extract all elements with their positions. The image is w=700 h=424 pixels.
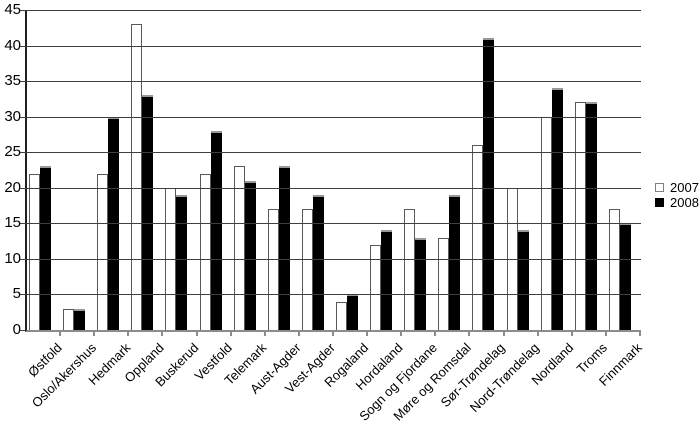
bar-2007 — [336, 301, 348, 330]
bar-2008 — [74, 308, 86, 330]
legend-swatch-2008 — [655, 198, 664, 207]
bar-2008 — [210, 130, 222, 330]
bar-2008 — [483, 38, 495, 330]
legend-label-2007: 2007 — [670, 180, 699, 195]
category-group-10: Rogaland — [322, 10, 372, 390]
category-group-16: Nordland — [528, 10, 576, 388]
legend-label-2008: 2008 — [670, 195, 699, 210]
y-axis-label: 30 — [4, 107, 21, 125]
bar-2008 — [40, 166, 52, 330]
plot-groups: Østfold Oslo/Akershus Hedmark Oppland Busker… — [25, 10, 645, 424]
bar-2007 — [574, 102, 586, 330]
bar-2007 — [131, 24, 143, 330]
bar-2007 — [267, 209, 279, 330]
bar-2008 — [176, 194, 188, 330]
bar-2008 — [108, 116, 120, 330]
category-group-6: Vestfold — [192, 10, 235, 383]
legend-swatch-2007 — [655, 183, 664, 192]
category-group-14: Sør-Trøndelag — [438, 10, 508, 410]
y-axis-tick — [20, 330, 27, 331]
category-group-1: Østfold — [25, 10, 65, 380]
y-axis-label: 5 — [12, 285, 21, 303]
bar-2007 — [199, 173, 211, 330]
bar-2007 — [472, 145, 484, 330]
gridline — [20, 223, 641, 225]
category-group-2: Oslo/Akershus — [28, 10, 99, 410]
category-group-3: Hedmark — [85, 10, 133, 388]
bar-2008 — [619, 223, 631, 330]
gridline — [20, 45, 641, 47]
category-group-17: Troms — [573, 10, 610, 376]
bar-2007 — [370, 244, 382, 330]
bar-2008 — [347, 294, 359, 330]
legend-item-2008: 2008 — [655, 195, 699, 210]
bar-2007 — [97, 173, 109, 330]
y-axis-label: 10 — [4, 249, 21, 267]
gridline — [20, 187, 641, 189]
bar-2007 — [404, 209, 416, 330]
bar-2008 — [142, 95, 154, 330]
gridline — [20, 10, 641, 11]
gridline — [20, 81, 641, 83]
bar-2007 — [438, 237, 450, 330]
bar-2008 — [449, 194, 461, 330]
y-axis: 0 5 10 15 20 25 30 35 40 45 — [0, 2, 21, 338]
y-axis-label: 20 — [4, 178, 21, 196]
bar-2007 — [29, 173, 41, 330]
y-axis-label: 0 — [12, 321, 21, 338]
bar-2008 — [381, 230, 393, 330]
bar-2008 — [551, 88, 563, 330]
bar-2008 — [517, 230, 529, 330]
legend: 2007 2008 — [655, 180, 699, 212]
category-group-9: Vest-Agder — [281, 10, 338, 396]
y-axis-label: 45 — [4, 1, 21, 18]
bar-2008 — [278, 166, 290, 330]
bar-2007 — [63, 308, 75, 330]
plot-area: Østfold Oslo/Akershus Hedmark Oppland Busker… — [20, 10, 645, 424]
category-group-8: Aust-Agder — [247, 10, 303, 397]
bar-2008 — [415, 237, 427, 330]
bar-2008 — [312, 194, 324, 330]
category-group-7: Telemark — [221, 10, 269, 388]
bar-2008 — [244, 180, 256, 330]
y-axis-label: 15 — [4, 214, 21, 232]
y-axis-label: 35 — [4, 72, 21, 90]
category-group-12: Sogn og Fjordane — [356, 10, 440, 424]
gridline — [20, 152, 641, 154]
category-group-13: Møre og Romsdal — [390, 10, 474, 424]
bar-2007 — [233, 166, 245, 330]
gridline — [20, 294, 641, 296]
bar-2007 — [608, 209, 620, 330]
y-axis-label: 40 — [4, 36, 21, 54]
category-group-11: Hordaland — [353, 10, 406, 393]
category-group-15: Nord-Trøndelag — [467, 10, 542, 415]
category-group-4: Oppland — [122, 10, 167, 385]
gridline — [20, 116, 641, 118]
category-group-5: Buskerud — [152, 10, 201, 389]
bar-2008 — [585, 102, 597, 330]
legend-item-2007: 2007 — [655, 180, 699, 195]
category-group-18: Finnmark — [596, 10, 645, 389]
gridline — [20, 258, 641, 260]
bar-2007 — [301, 209, 313, 330]
y-axis-label: 25 — [4, 143, 21, 161]
